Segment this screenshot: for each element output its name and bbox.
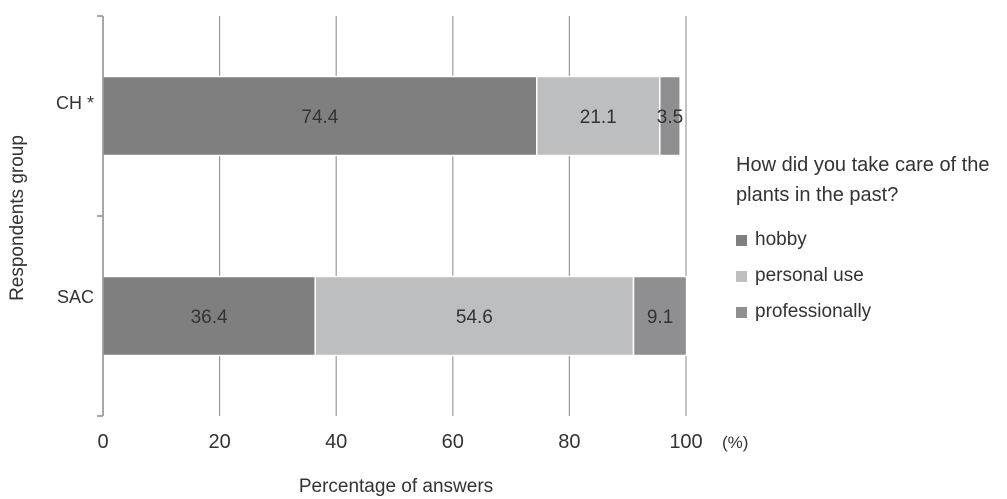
legend-swatch-hobby xyxy=(736,234,747,246)
data-label-ch-personal-use: 21.1 xyxy=(580,107,617,128)
legend-title: How did you take care of the plants in t… xyxy=(736,154,990,206)
legend-item-professionally: professionally xyxy=(736,294,996,330)
bars: 74.4 21.1 3.5 CH * 36.4 54.6 9.1 SAC xyxy=(56,75,688,357)
bar-ch-personal-use xyxy=(536,75,661,157)
legend-label-personal-use: personal use xyxy=(755,265,864,286)
legend-swatch-professionally xyxy=(736,306,747,318)
bar-ch-hobby xyxy=(102,75,538,157)
category-label-sac: SAC xyxy=(57,287,94,307)
bar-ch-professionally xyxy=(659,75,681,157)
axes xyxy=(97,15,104,417)
data-label-sac-personal-use: 54.6 xyxy=(456,307,493,328)
x-tick-label-0: 0 xyxy=(97,431,108,453)
tick-labels: 0 20 40 60 80 100 xyxy=(97,431,702,453)
x-tick-label-80: 80 xyxy=(558,431,580,453)
x-tick-label-60: 60 xyxy=(442,431,464,453)
legend-item-personal-use: personal use xyxy=(736,258,996,294)
y-axis-label: Respondents group xyxy=(7,135,28,301)
x-tick-label-100: 100 xyxy=(669,431,702,453)
x-axis-unit: (%) xyxy=(722,433,748,452)
legend-label-hobby: hobby xyxy=(755,229,807,250)
data-label-ch-hobby: 74.4 xyxy=(301,107,338,128)
data-label-ch-professionally: 3.5 xyxy=(657,107,683,128)
bar-sac-professionally xyxy=(632,275,688,357)
legend-item-hobby: hobby xyxy=(736,222,996,258)
data-label-sac-professionally: 9.1 xyxy=(647,307,673,328)
bar-sac-hobby xyxy=(102,275,316,357)
legend-items: hobby personal use professionally xyxy=(736,222,996,330)
legend-label-professionally: professionally xyxy=(755,301,872,322)
category-label-ch: CH * xyxy=(56,93,94,113)
x-tick-label-40: 40 xyxy=(325,431,347,453)
x-tick-label-20: 20 xyxy=(208,431,230,453)
x-axis-label: Percentage of answers xyxy=(299,476,493,497)
data-label-sac-hobby: 36.4 xyxy=(191,307,228,328)
legend-swatch-personal-use xyxy=(736,270,747,282)
legend: How did you take care of the plants in t… xyxy=(736,150,996,330)
bar-sac-personal-use xyxy=(314,275,635,357)
